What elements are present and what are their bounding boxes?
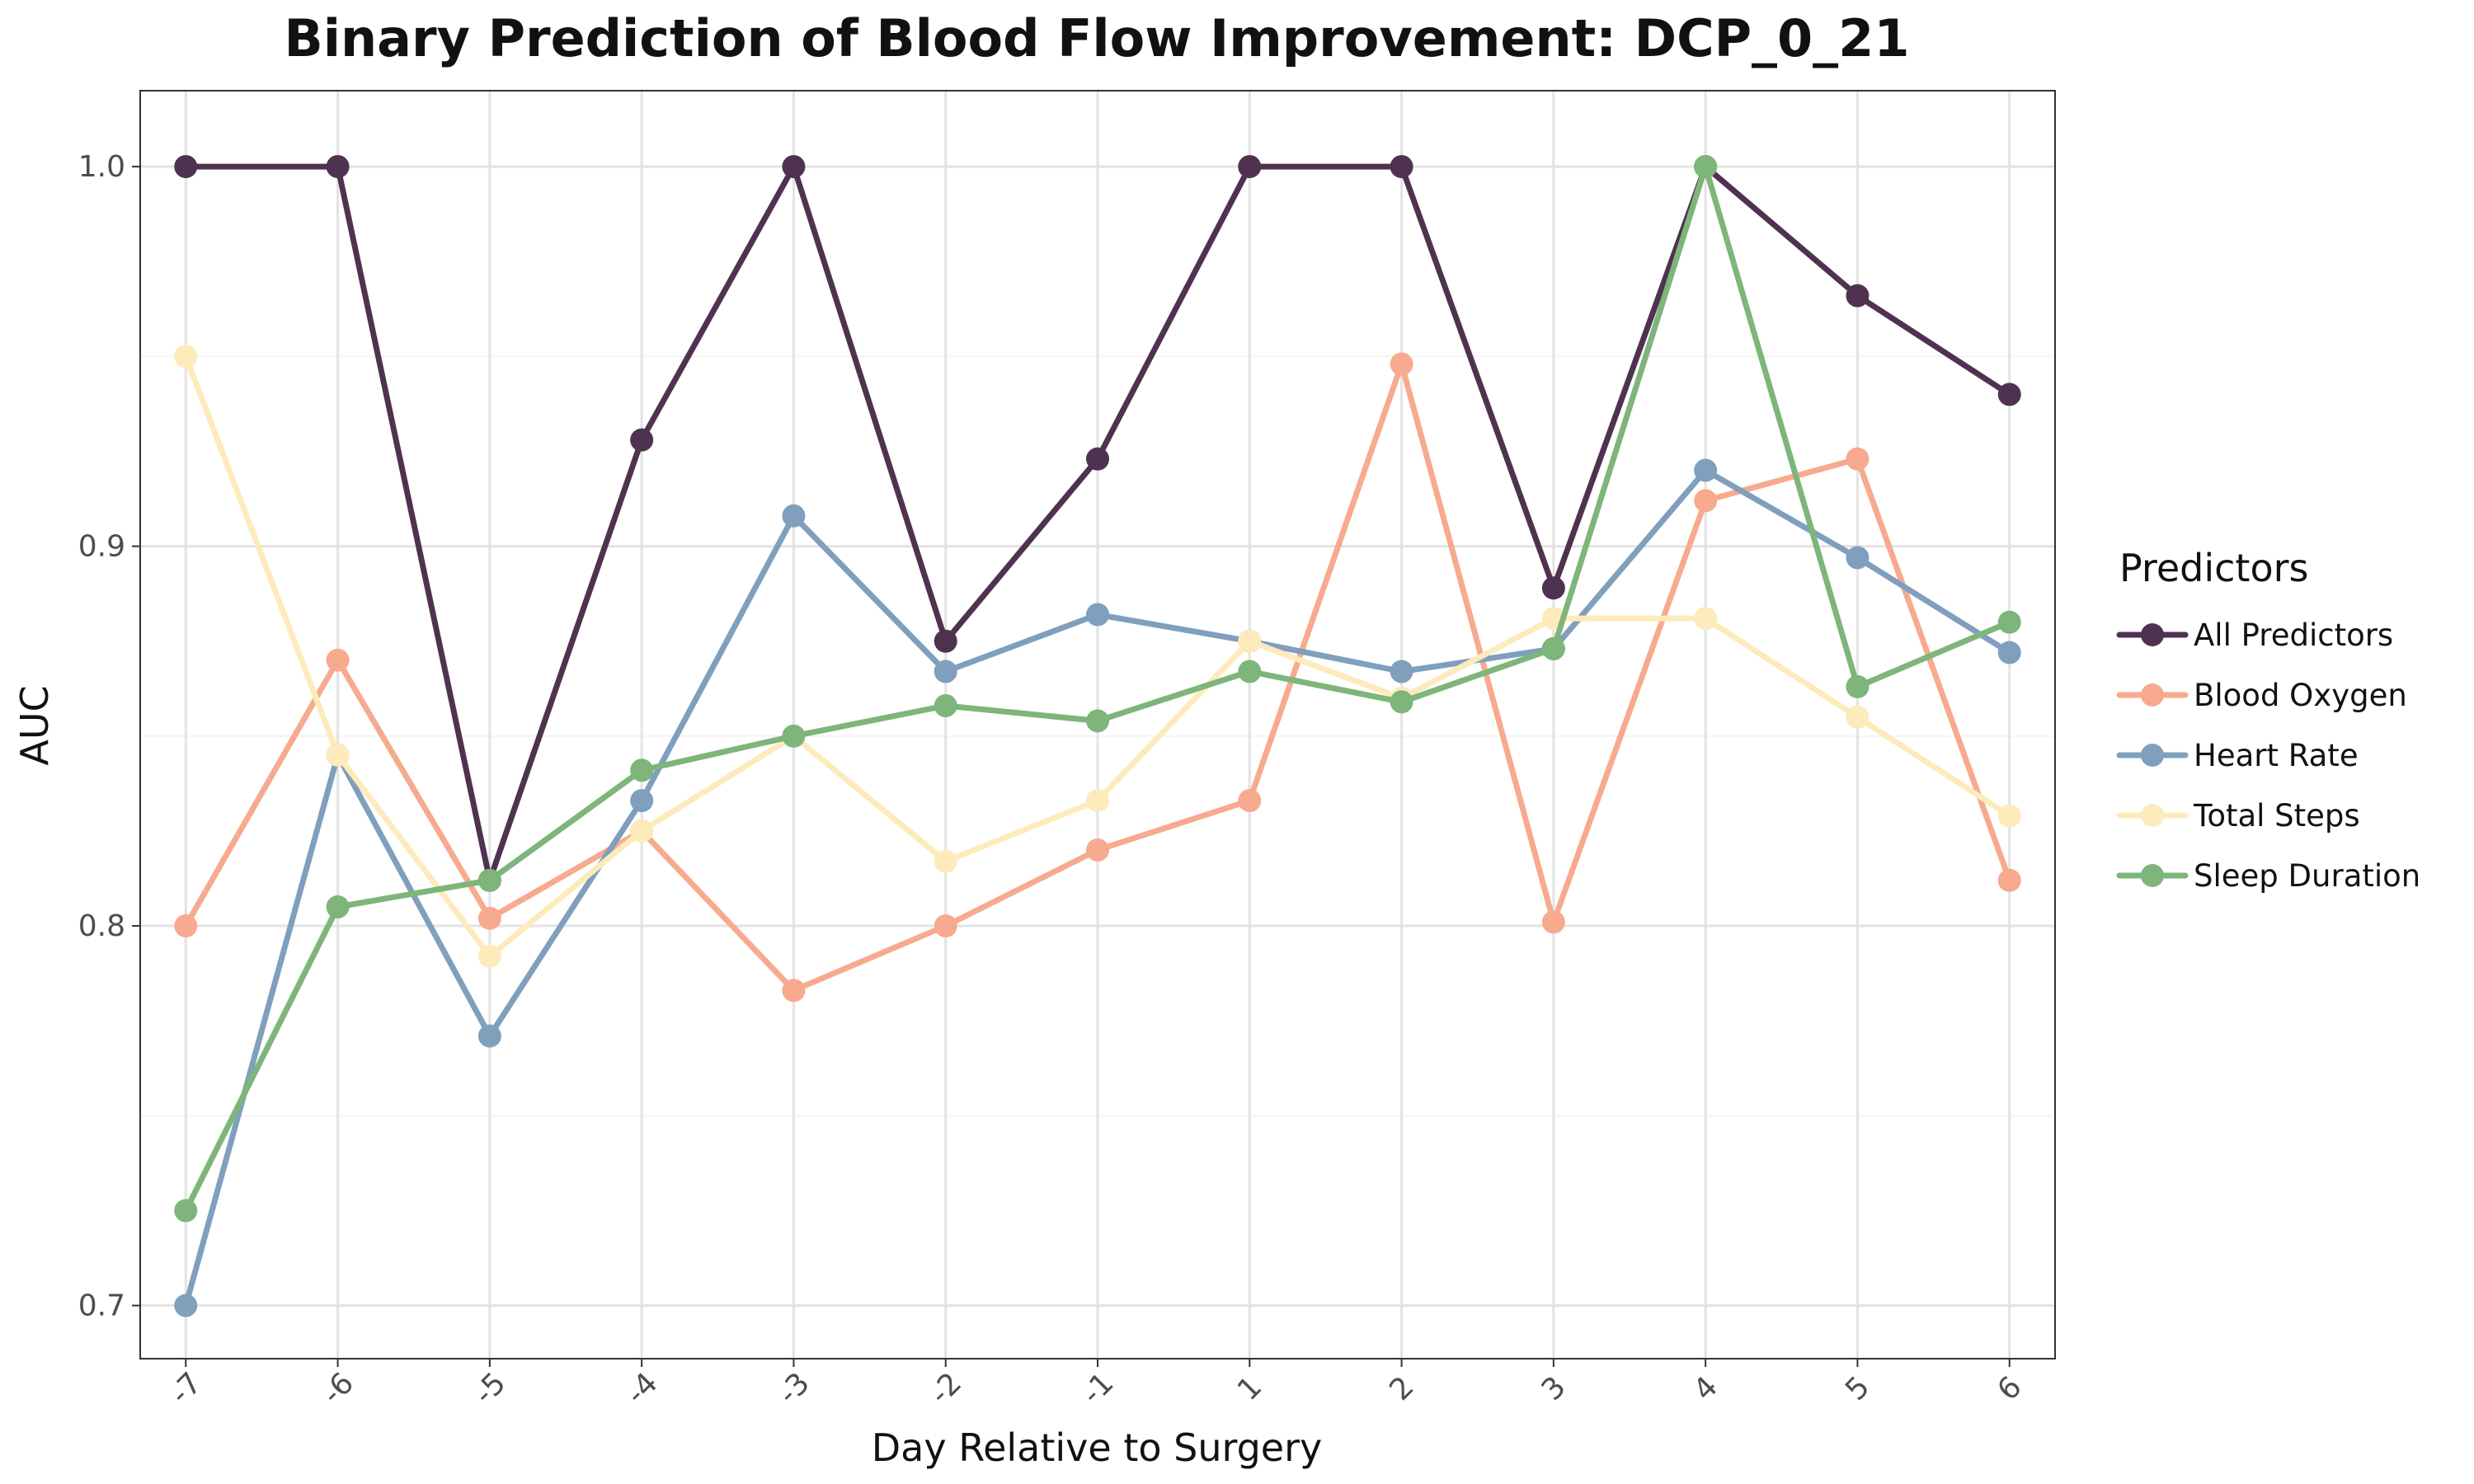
data-point [1238, 660, 1262, 683]
data-point [1390, 352, 1413, 376]
y-tick-label: 0.8 [78, 909, 125, 943]
data-point [174, 155, 198, 179]
data-point [1846, 447, 1870, 471]
legend-items: All Predictors Blood Oxygen Heart Rate Tota… [2116, 618, 2420, 894]
legend-label: Heart Rate [2194, 738, 2359, 773]
data-point [1997, 641, 2021, 665]
series-blood-oxygen [174, 352, 2021, 1003]
data-point [630, 819, 654, 843]
data-point [1694, 489, 1718, 513]
data-point [1390, 660, 1413, 683]
data-point [630, 758, 654, 782]
data-point [1086, 709, 1109, 733]
data-point [1846, 705, 1870, 729]
data-point [1238, 629, 1262, 653]
data-point [1694, 458, 1718, 482]
data-point [477, 1024, 501, 1048]
y-tick-label: 0.7 [78, 1289, 125, 1323]
data-point [1086, 447, 1109, 471]
data-point [1997, 610, 2021, 634]
data-point [1541, 636, 1565, 660]
data-point [934, 693, 957, 717]
data-point [1238, 155, 1262, 179]
legend-item: Total Steps [2116, 798, 2360, 834]
data-point [1086, 789, 1109, 813]
data-point [782, 724, 806, 748]
data-point [174, 1294, 198, 1317]
legend: Predictors All Predictors Blood Oxygen Hea… [2116, 546, 2420, 894]
legend-label: Blood Oxygen [2194, 678, 2407, 713]
data-point [174, 345, 198, 369]
y-axis-title: AUC [12, 685, 57, 765]
legend-key-point [2141, 864, 2164, 887]
legend-label: All Predictors [2194, 618, 2393, 653]
data-point [782, 504, 806, 528]
data-point [174, 1199, 198, 1223]
x-axis-title: Day Relative to Surgery [872, 1425, 1322, 1470]
legend-item: Heart Rate [2116, 738, 2359, 773]
data-point [1997, 868, 2021, 892]
data-point [630, 789, 654, 813]
data-point [1086, 603, 1109, 627]
data-point [630, 428, 654, 452]
y-axis: 0.7 0.8 0.9 1.0 [78, 150, 140, 1323]
data-point [326, 895, 350, 919]
data-point [934, 914, 957, 938]
data-point [1694, 155, 1718, 179]
legend-key-point [2141, 744, 2164, 767]
legend-item: Blood Oxygen [2116, 678, 2407, 713]
data-point [174, 914, 198, 938]
series-heart-rate [174, 458, 2021, 1317]
data-point [934, 849, 957, 873]
legend-title: Predictors [2119, 546, 2308, 590]
data-point [782, 979, 806, 1003]
legend-label: Sleep Duration [2194, 858, 2420, 894]
data-point [782, 155, 806, 179]
data-point [1541, 910, 1565, 934]
data-point [1846, 674, 1870, 698]
data-point [934, 629, 957, 653]
data-point [1997, 383, 2021, 406]
data-point [477, 944, 501, 968]
data-point [1846, 546, 1870, 570]
data-point [1997, 804, 2021, 828]
data-point [1694, 607, 1718, 631]
data-point [326, 155, 350, 179]
data-point [477, 906, 501, 930]
y-tick-label: 0.9 [78, 530, 125, 564]
series-layer [174, 155, 2021, 1317]
chart-title: Binary Prediction of Blood Flow Improvem… [285, 8, 1910, 68]
data-point [326, 648, 350, 672]
legend-key-point [2141, 683, 2164, 707]
legend-item: Sleep Duration [2116, 858, 2420, 894]
data-point [326, 743, 350, 767]
legend-key-point [2141, 804, 2164, 827]
data-point [1390, 155, 1413, 179]
data-point [1390, 690, 1413, 714]
data-point [477, 868, 501, 892]
data-point [934, 660, 957, 683]
legend-item: All Predictors [2116, 618, 2393, 653]
data-point [1086, 838, 1109, 862]
data-point [1846, 284, 1870, 308]
series-sleep-duration [174, 155, 2021, 1223]
legend-key-point [2141, 623, 2164, 646]
data-point [1238, 789, 1262, 813]
plot-panel [139, 90, 2056, 1360]
y-tick-label: 1.0 [78, 150, 125, 184]
legend-label: Total Steps [2193, 798, 2360, 834]
data-point [1541, 576, 1565, 600]
